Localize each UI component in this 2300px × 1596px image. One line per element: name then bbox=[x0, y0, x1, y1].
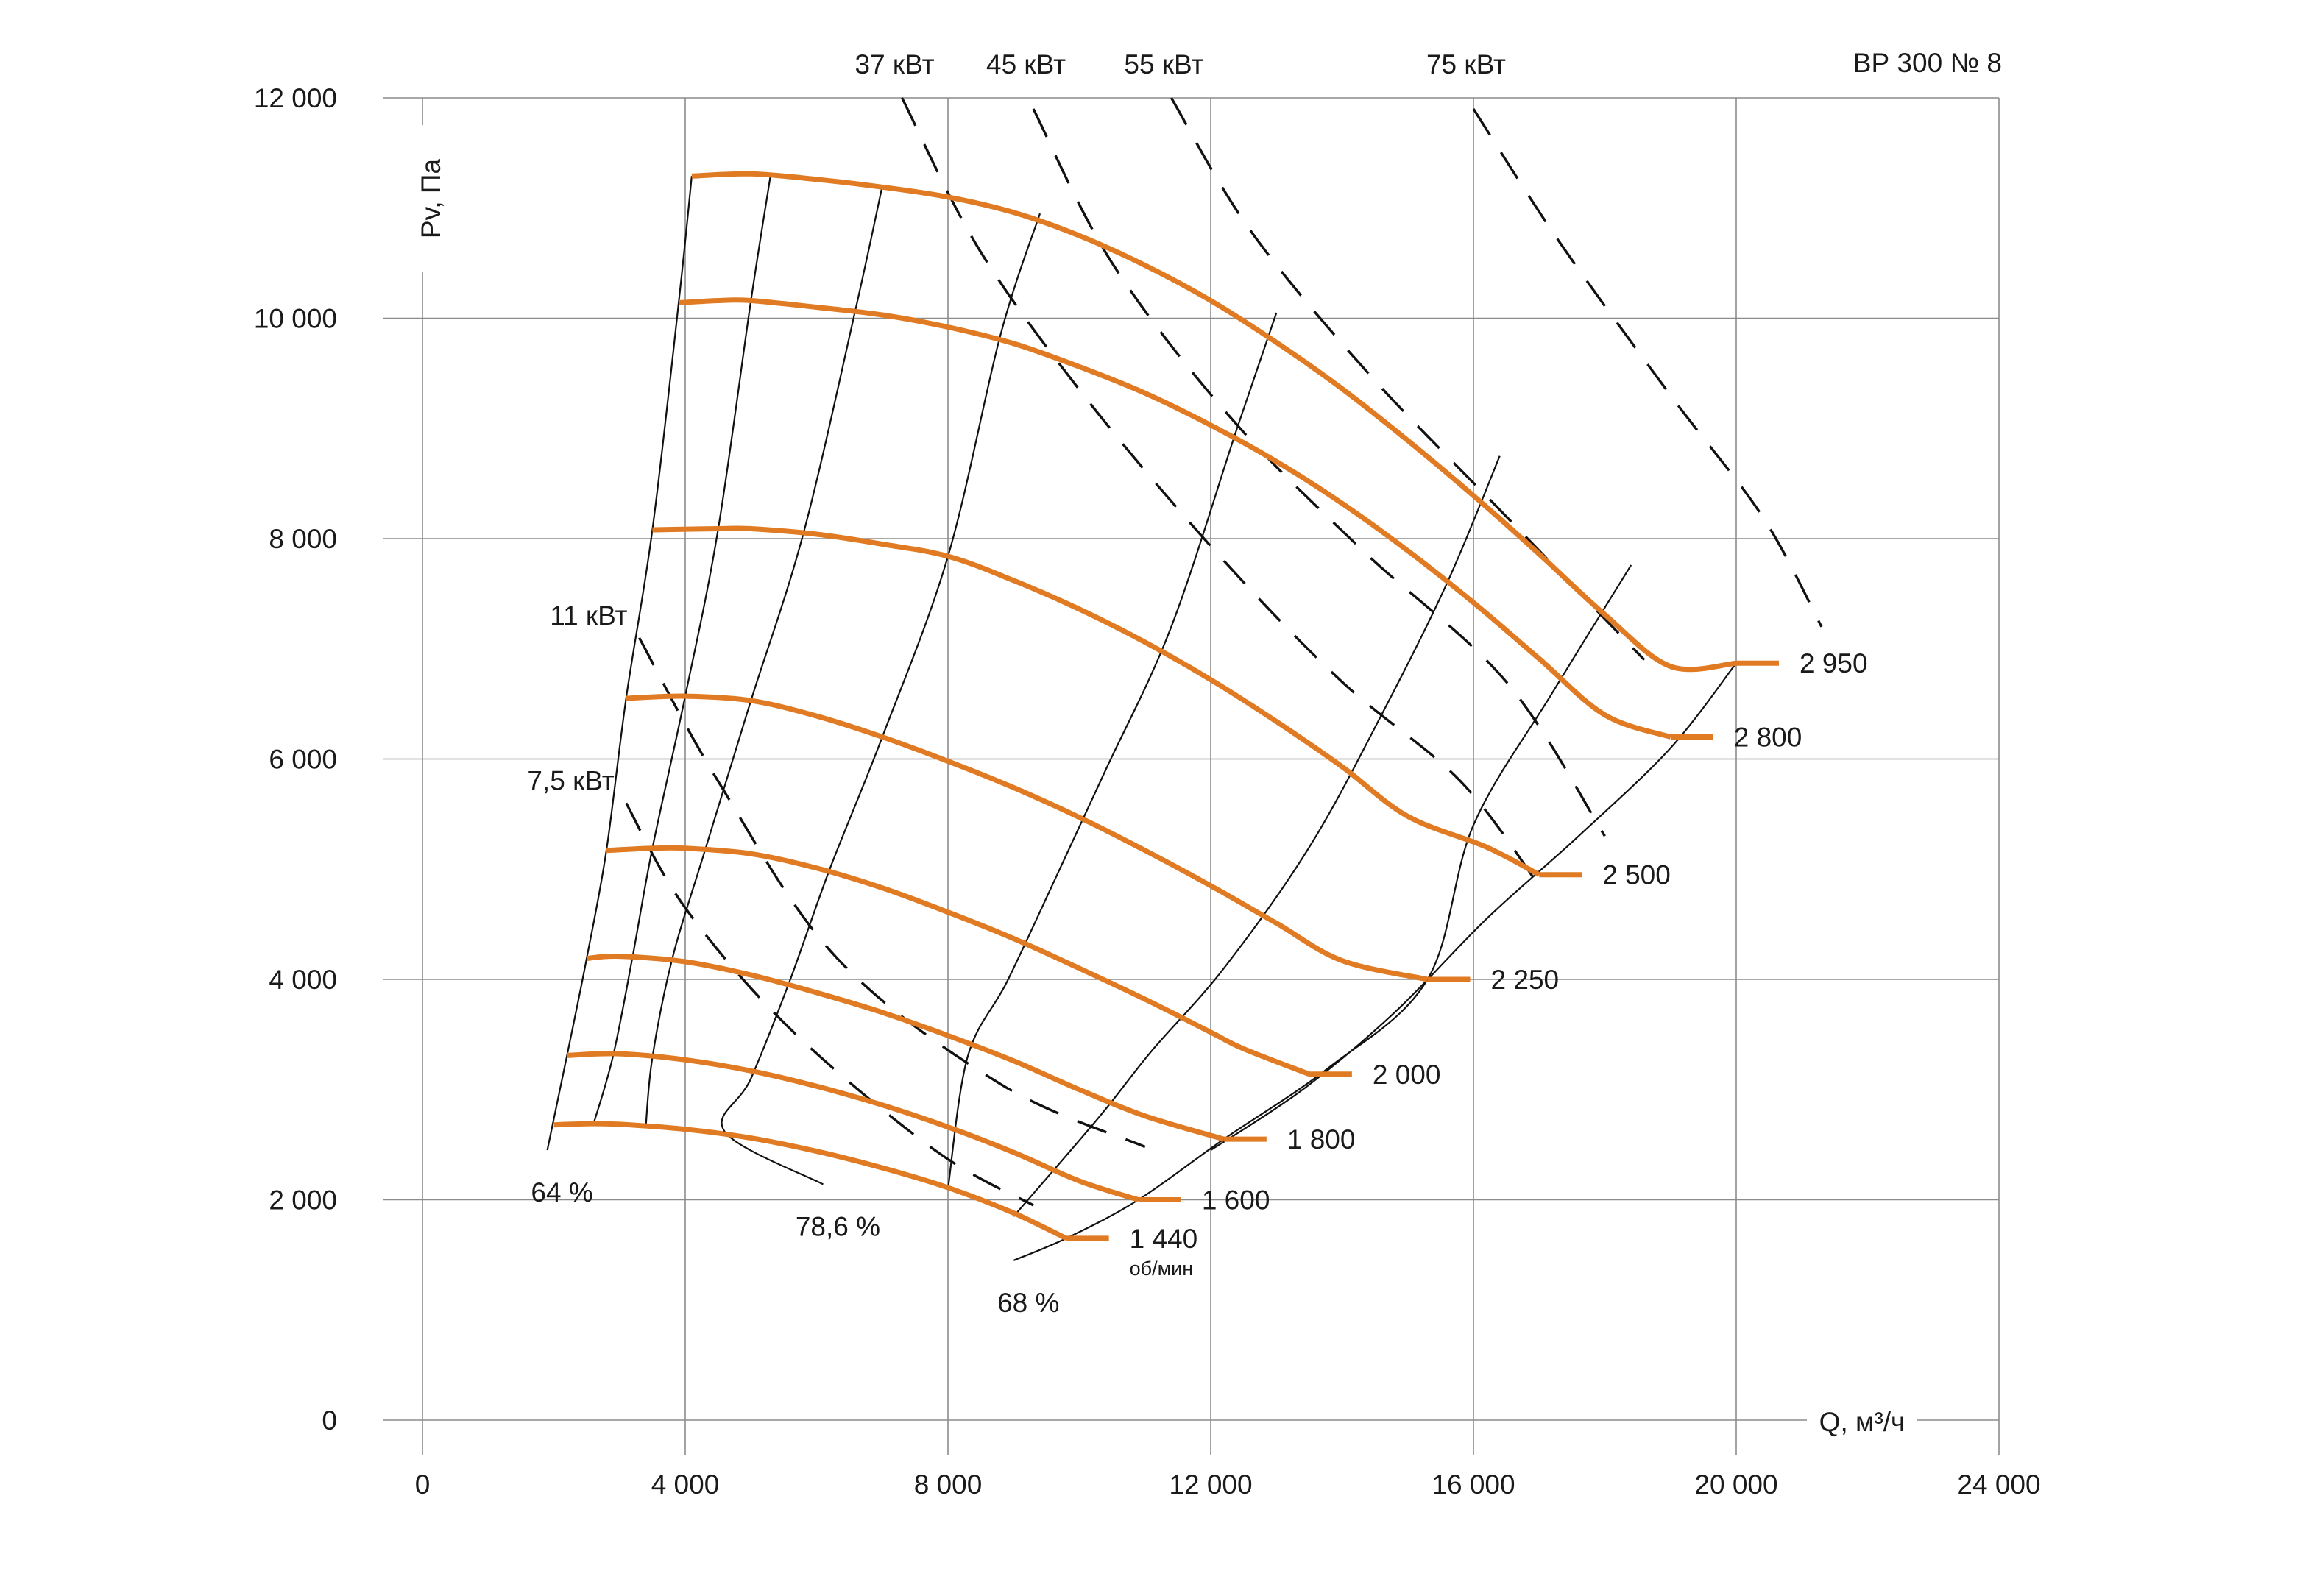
speed-curve bbox=[678, 297, 1671, 740]
y-axis-label: Pv, Па bbox=[413, 125, 448, 272]
speed-curves bbox=[553, 171, 1779, 1241]
x-tick-label: 24 000 bbox=[1957, 1469, 2040, 1500]
power-line bbox=[625, 802, 1034, 1207]
power-line bbox=[1472, 108, 1823, 628]
efficiency-line-label: 78,6 % bbox=[796, 1212, 880, 1242]
x-tick-label: 8 000 bbox=[914, 1469, 983, 1500]
power-line-label: 75 кВт bbox=[1426, 49, 1506, 79]
speed-curve bbox=[626, 693, 1429, 982]
speed-curve bbox=[652, 525, 1540, 877]
speed-curve-label: 2 000 bbox=[1373, 1060, 1441, 1090]
y-tick-label: 4 000 bbox=[269, 965, 337, 995]
efficiency-line bbox=[1013, 455, 1501, 1217]
power-line-label: 45 кВт bbox=[986, 49, 1066, 79]
speed-curve-label: 1 800 bbox=[1287, 1124, 1356, 1155]
efficiency-line bbox=[645, 185, 883, 1127]
efficiency-line bbox=[1210, 662, 1737, 1152]
chart-title: ВР 300 № 8 bbox=[1853, 48, 2002, 78]
svg-text:Pv, Па: Pv, Па bbox=[416, 159, 446, 239]
y-tick-label: 0 bbox=[322, 1405, 337, 1436]
speed-curve bbox=[567, 1051, 1139, 1202]
efficiency-line bbox=[946, 312, 1278, 1189]
curve-labels: 7,5 кВт 11 кВт 37 кВт 45 кВт 55 кВт 75 кВт 64 … bbox=[527, 49, 1867, 1318]
efficiency-line bbox=[546, 176, 693, 1151]
x-tick-label: 20 000 bbox=[1694, 1469, 1777, 1500]
power-line bbox=[900, 97, 1540, 887]
x-tick-label: 4 000 bbox=[651, 1469, 720, 1500]
speed-curve-label: 2 250 bbox=[1491, 965, 1560, 995]
efficiency-lines bbox=[546, 174, 1737, 1261]
power-line-label: 7,5 кВт bbox=[527, 765, 614, 795]
speed-curve-label: 1 600 bbox=[1202, 1185, 1270, 1216]
speed-curve-label: 1 440 bbox=[1130, 1224, 1198, 1254]
speed-curve bbox=[553, 1121, 1068, 1241]
power-line-label: 37 кВт bbox=[855, 49, 935, 79]
y-tick-label: 10 000 bbox=[254, 304, 337, 334]
speed-curve bbox=[691, 171, 1737, 673]
x-tick-label: 12 000 bbox=[1169, 1469, 1252, 1500]
x-tick-label: 0 bbox=[415, 1469, 431, 1500]
axes: ВР 300 № 8 Pv, Па Q, м³/ч bbox=[413, 48, 2002, 1438]
x-axis-label: Q, м³/ч bbox=[1807, 1404, 1917, 1438]
power-line bbox=[1170, 97, 1646, 661]
power-lines bbox=[625, 97, 1823, 1207]
speed-curve bbox=[606, 845, 1311, 1077]
speed-curve-label: 2 950 bbox=[1800, 648, 1868, 678]
y-tick-label: 6 000 bbox=[269, 745, 337, 775]
svg-text:Q, м³/ч: Q, м³/ч bbox=[1819, 1407, 1906, 1437]
power-line-label: 55 кВт bbox=[1124, 49, 1203, 79]
speed-curve bbox=[586, 953, 1225, 1142]
power-line bbox=[638, 636, 1146, 1149]
efficiency-line bbox=[1013, 564, 1632, 1261]
efficiency-line bbox=[592, 174, 772, 1126]
speed-curve-label: 2 800 bbox=[1734, 723, 1802, 753]
y-tick-label: 12 000 bbox=[254, 83, 337, 113]
y-tick-label: 2 000 bbox=[269, 1185, 337, 1216]
speed-unit-label: об/мин bbox=[1130, 1258, 1194, 1280]
efficiency-line-label: 68 % bbox=[997, 1288, 1059, 1318]
power-line-label: 11 кВт bbox=[550, 600, 627, 631]
y-tick-label: 8 000 bbox=[269, 524, 337, 554]
efficiency-line-label: 64 % bbox=[531, 1177, 592, 1207]
power-line bbox=[1032, 108, 1606, 837]
efficiency-line bbox=[721, 213, 1041, 1185]
speed-curve-label: 2 500 bbox=[1602, 860, 1671, 890]
grid: 0 4 000 8 000 12 000 16 000 20 000 24 000 0 2 00… bbox=[254, 83, 2041, 1500]
x-tick-label: 16 000 bbox=[1432, 1469, 1515, 1500]
